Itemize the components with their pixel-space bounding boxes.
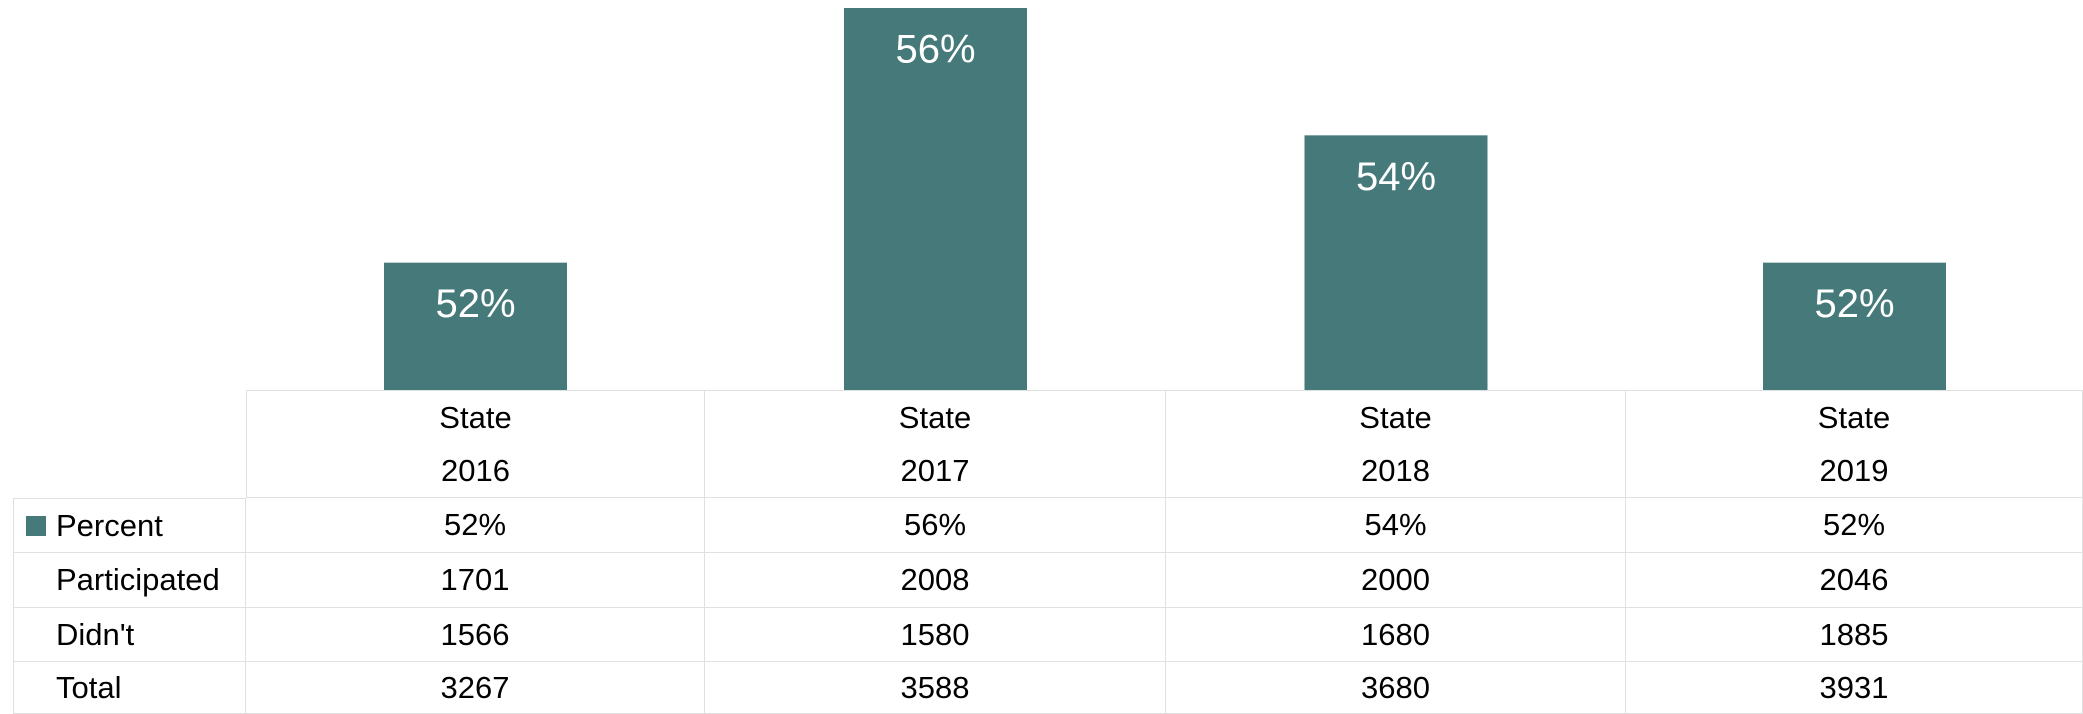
bar xyxy=(844,8,1027,390)
table-cell: 1680 xyxy=(1166,608,1626,662)
category-cell: State 2019 xyxy=(1626,390,2083,498)
legend-key xyxy=(26,515,46,536)
row-label: Participated xyxy=(13,553,246,608)
table-cell: 2008 xyxy=(705,553,1166,608)
category-label: State 2017 xyxy=(898,400,972,488)
table-cell: 2046 xyxy=(1626,553,2083,608)
category-cell: State 2018 xyxy=(1166,390,1626,498)
bar-label: 54% xyxy=(1356,155,1436,199)
table-cell: 3267 xyxy=(246,662,705,714)
bar-label: 52% xyxy=(435,282,515,326)
table-cell: 1701 xyxy=(246,553,705,608)
row-label: Didn't xyxy=(13,608,246,662)
category-cell: State 2016 xyxy=(246,390,705,498)
table-cell: 3588 xyxy=(705,662,1166,714)
table-cell: 52% xyxy=(1626,498,2083,553)
bar xyxy=(384,262,567,390)
table-cell: 1566 xyxy=(246,608,705,662)
bar xyxy=(1304,135,1488,390)
bar xyxy=(1763,262,1946,390)
table-cell: 1885 xyxy=(1626,608,2083,662)
table-cell: 56% xyxy=(705,498,1166,553)
bar-label: 52% xyxy=(1814,282,1894,326)
plot: 52% 56% 54% 52% xyxy=(384,8,1946,390)
table-cell: 54% xyxy=(1166,498,1626,553)
category-label: State 2019 xyxy=(1817,400,1891,488)
category-label: State 2016 xyxy=(439,400,512,488)
category-cell: State 2017 xyxy=(705,390,1166,498)
bar-label: 56% xyxy=(895,28,975,72)
table-cell: 3931 xyxy=(1626,662,2083,714)
legend-label: Percent xyxy=(56,507,163,543)
table-cell: 52% xyxy=(246,498,705,553)
category-label: State 2018 xyxy=(1359,400,1432,488)
legend-cell: Percent xyxy=(13,498,246,553)
table-cell: 2000 xyxy=(1166,553,1626,608)
table-cell: 1580 xyxy=(705,608,1166,662)
row-label: Total xyxy=(13,662,246,714)
table-cell: 3680 xyxy=(1166,662,1626,714)
